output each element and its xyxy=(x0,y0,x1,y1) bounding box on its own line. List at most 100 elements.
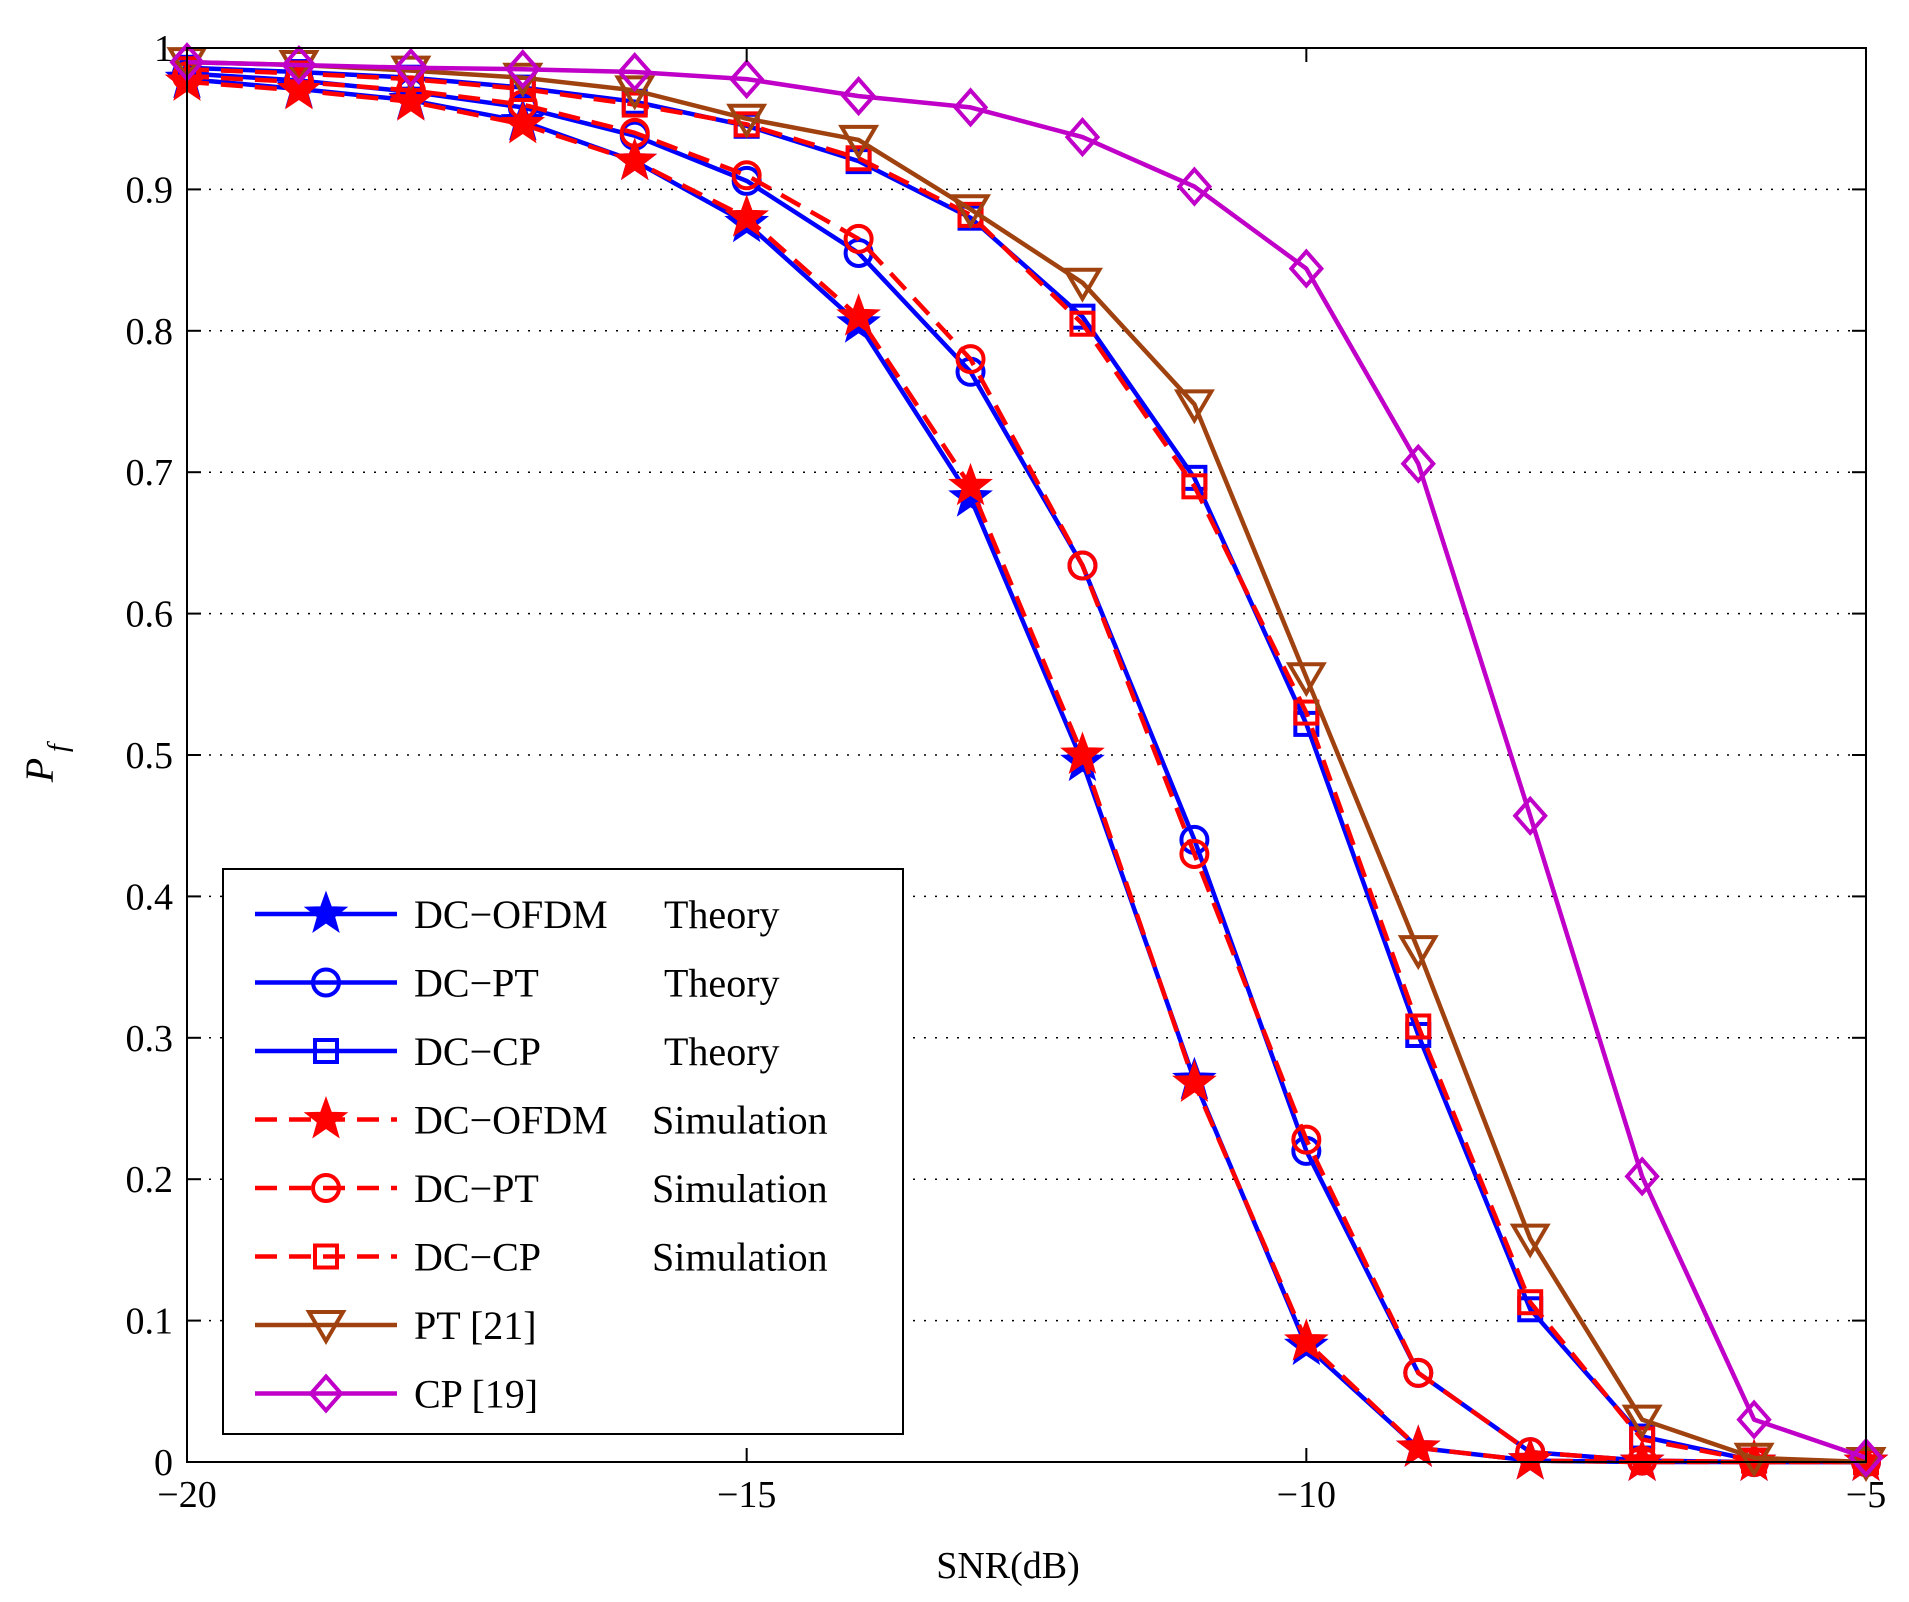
legend-entry: DC−PT Simulation xyxy=(255,1166,828,1211)
marker-circle xyxy=(1291,1124,1322,1155)
marker-triangle-down xyxy=(950,194,992,230)
legend-marker-diamond xyxy=(308,1373,344,1414)
marker-diamond xyxy=(1624,1156,1660,1197)
marker-triangle-down xyxy=(1509,1223,1551,1259)
y-axis-label-main: P xyxy=(17,758,62,783)
legend-label: DC−OFDM xyxy=(414,1098,608,1143)
marker-circle xyxy=(1627,1445,1658,1476)
y-tick-label: 0.7 xyxy=(126,452,174,494)
marker-star xyxy=(1172,1059,1217,1102)
y-tick-label: 0.4 xyxy=(126,876,174,918)
marker-diamond xyxy=(1848,1437,1884,1478)
legend-marker-star xyxy=(303,890,349,933)
marker-star xyxy=(276,66,322,110)
y-tick-label: 0 xyxy=(154,1442,173,1484)
series-line xyxy=(186,59,1867,1460)
legend-kind: Theory xyxy=(664,961,780,1006)
marker-star xyxy=(500,100,546,144)
marker-triangle-down xyxy=(838,124,880,160)
series-line xyxy=(186,66,1867,1465)
marker-triangle-down xyxy=(1621,1404,1663,1440)
marker-diamond xyxy=(840,76,877,117)
axis-ticks xyxy=(186,47,1867,1463)
marker-star xyxy=(612,137,658,181)
marker-star xyxy=(948,462,993,506)
marker-diamond xyxy=(281,44,317,85)
series-line xyxy=(186,59,1867,1465)
marker-star xyxy=(836,293,881,336)
marker-circle xyxy=(1067,550,1098,581)
marker-diamond xyxy=(952,87,989,128)
marker-star xyxy=(1283,1318,1329,1361)
legend-entry: DC−OFDM Theory xyxy=(255,890,780,937)
series-line xyxy=(186,74,1866,1465)
legend-label: DC−CP xyxy=(414,1029,541,1074)
legend-label: DC−CP xyxy=(414,1235,541,1280)
marker-triangle-down xyxy=(1397,935,1439,971)
legend-label: DC−PT xyxy=(414,961,539,1006)
y-axis-label: P f xyxy=(17,741,74,783)
marker-diamond xyxy=(1064,117,1101,158)
y-tick-label: 0.2 xyxy=(126,1159,174,1201)
marker-diamond xyxy=(1736,1399,1772,1440)
marker-circle xyxy=(843,223,874,254)
marker-diamond xyxy=(728,59,765,100)
marker-square xyxy=(1629,1426,1656,1453)
legend-kind: Simulation xyxy=(652,1098,828,1143)
marker-star xyxy=(388,78,434,121)
legend-marker-triangle-down xyxy=(305,1310,347,1345)
legend-entry: DC−CP Simulation xyxy=(255,1235,828,1280)
marker-triangle-down xyxy=(1285,662,1327,698)
y-tick-label: 0.5 xyxy=(126,735,174,777)
marker-diamond xyxy=(1288,248,1325,289)
legend-label: DC−PT xyxy=(414,1166,539,1211)
marker-square xyxy=(1517,1289,1544,1316)
legend-marker-star xyxy=(303,1096,349,1139)
marker-diamond xyxy=(1400,443,1436,484)
legend-kind: Simulation xyxy=(652,1166,828,1211)
marker-square xyxy=(621,91,648,118)
marker-circle xyxy=(731,160,762,191)
marker-star xyxy=(1060,731,1105,775)
marker-triangle-down xyxy=(614,75,656,111)
marker-triangle-down xyxy=(726,103,768,139)
x-tick-label: −20 xyxy=(157,1474,216,1516)
marker-triangle-down xyxy=(1733,1442,1775,1478)
x-axis-label: SNR(dB) xyxy=(936,1545,1080,1587)
legend-label: PT [21] xyxy=(414,1303,537,1348)
y-tick-label: 0.6 xyxy=(126,594,174,636)
y-axis-label-sub: f xyxy=(43,741,74,752)
y-tick-label: 0.9 xyxy=(126,169,174,211)
legend-marker-circle xyxy=(311,1173,341,1203)
marker-diamond xyxy=(1512,795,1548,836)
legend-entry: DC−CP Theory xyxy=(255,1029,780,1074)
legend-kind: Simulation xyxy=(652,1235,828,1280)
marker-star xyxy=(1395,1424,1441,1467)
marker-square xyxy=(1405,1013,1432,1040)
legend-marker-square xyxy=(313,1038,339,1064)
marker-square xyxy=(1069,310,1096,337)
marker-circle xyxy=(1179,838,1210,869)
x-tick-label: −15 xyxy=(717,1474,776,1516)
legend-label: DC−OFDM xyxy=(414,892,608,937)
series-group xyxy=(164,42,1889,1482)
legend-label: CP [19] xyxy=(414,1372,538,1417)
marker-diamond xyxy=(1176,166,1213,207)
legend-entry: CP [19] xyxy=(255,1372,538,1417)
marker-triangle-down xyxy=(1061,267,1103,303)
y-tick-label: 0.3 xyxy=(126,1018,174,1060)
legend-kind: Theory xyxy=(664,1029,780,1074)
marker-circle xyxy=(1403,1357,1434,1388)
marker-square xyxy=(1293,699,1320,726)
legend-entries: DC−OFDM Theory DC−PT Theory DC−CP Theory DC−OF… xyxy=(255,890,828,1417)
legend-marker-square xyxy=(313,1243,339,1270)
x-tick-label: −10 xyxy=(1277,1474,1336,1516)
tick-labels: −20 −15 −10 −5 0 0.1 0.2 0.3 0.4 0.5 0.6 0.7 0.8 0.9 1 xyxy=(126,28,1887,1516)
marker-triangle-down xyxy=(390,55,432,91)
y-tick-label: 1 xyxy=(154,28,173,70)
marker-circle xyxy=(1515,1437,1546,1468)
series-cp-19- xyxy=(169,42,1884,1478)
legend: DC−OFDM Theory DC−PT Theory DC−CP Theory DC−OF… xyxy=(222,868,904,1435)
legend-entry: PT [21] xyxy=(255,1303,537,1348)
